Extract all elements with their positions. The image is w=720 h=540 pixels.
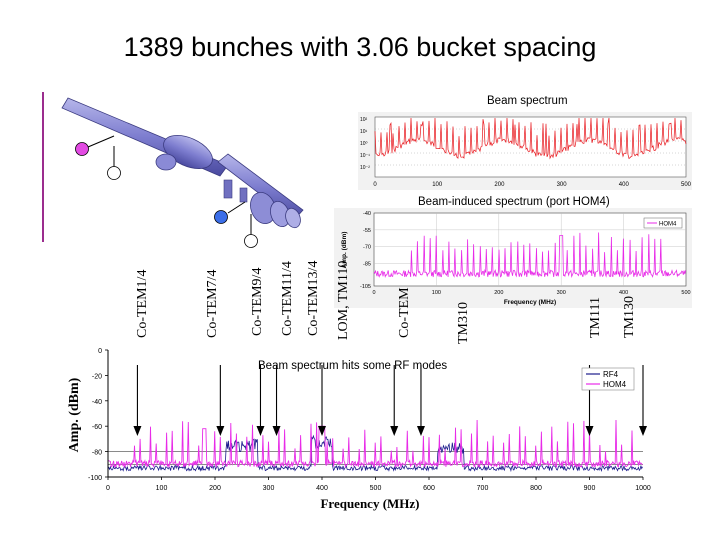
x-axis-label: Frequency (MHz) <box>320 496 419 511</box>
tick-label: 500 <box>681 290 690 296</box>
tick-label: 400 <box>619 182 630 188</box>
legend <box>643 217 683 229</box>
tick-label: 500 <box>370 485 382 492</box>
mode-marker-arrowhead <box>133 426 142 436</box>
tick-label: -70 <box>363 245 371 251</box>
tick-label: 1000 <box>635 485 651 492</box>
tick-label: 900 <box>584 485 596 492</box>
tick-label: 100 <box>156 485 168 492</box>
tick-label: 200 <box>494 182 505 188</box>
blue-probe-marker <box>214 210 228 224</box>
probe-line <box>227 201 246 214</box>
hom4-spectrum-chart: 0 100 200 300 400 500 -40 -55 -70 -85 -105 Freque… <box>334 208 692 308</box>
mode-label: Co-TEM7/4 <box>205 269 220 338</box>
tick-label: 400 <box>316 485 328 492</box>
tick-label: 400 <box>619 290 628 296</box>
mode-label: Co-TEM13/4 <box>306 260 321 336</box>
tick-label: 10⁻¹ <box>360 153 370 159</box>
tick-label: 10⁰ <box>360 141 368 147</box>
probe-line <box>87 135 115 148</box>
main-spectrum-chart: 0 100 200 300 400 500 600 700 800 900 1000 0 -20 -40… <box>67 348 651 511</box>
tick-label: 10⁻² <box>360 165 370 171</box>
tick-label: 300 <box>557 182 568 188</box>
pipe-body <box>61 97 304 229</box>
mode-label: Co-TEM1/4 <box>135 269 150 338</box>
beam-spectrum-label: Beam spectrum <box>487 95 568 107</box>
tick-label: 100 <box>432 290 441 296</box>
tick-label: -85 <box>363 262 371 268</box>
beam-spectrum-chart: 0 100 200 300 400 500 10² 10¹ 10⁰ 10⁻¹ 10⁻² <box>358 112 692 190</box>
mode-marker-arrowhead <box>256 426 265 436</box>
tick-label: 200 <box>494 290 503 296</box>
tick-label: -100 <box>88 475 102 482</box>
tick-label: 300 <box>557 290 566 296</box>
tick-label: -55 <box>363 228 371 234</box>
tick-label: 10² <box>360 117 368 123</box>
tick-label: 100 <box>432 182 443 188</box>
tick-label: -20 <box>92 373 102 380</box>
mode-marker-arrowhead <box>416 426 425 436</box>
beam-induced-label: Beam-induced spectrum (port HOM4) <box>418 196 610 208</box>
tick-label: -80 <box>92 450 102 457</box>
tick-label: 0 <box>372 290 375 296</box>
mode-label: TM130 <box>622 296 637 338</box>
tick-label: 600 <box>423 485 435 492</box>
cavity-model <box>61 97 304 248</box>
tick-label: -40 <box>92 399 102 406</box>
probe-marker <box>244 234 258 248</box>
mode-label: Co-TEM <box>397 287 412 338</box>
mode-marker-arrowhead <box>318 426 326 436</box>
tick-label: 800 <box>530 485 542 492</box>
tick-label: 300 <box>263 485 275 492</box>
rf-modes-label: Beam spectrum hits some RF modes <box>258 360 448 372</box>
mode-label: LOM, TM110 <box>336 260 351 340</box>
tick-label: -60 <box>92 424 102 431</box>
mode-label: TM310 <box>456 302 471 344</box>
series-line-hom4 <box>373 232 686 278</box>
series-line-hom4 <box>107 419 643 469</box>
mode-label: TM111 <box>588 297 603 338</box>
tick-label: 0 <box>106 485 110 492</box>
x-axis-label: Frequency (MHz) <box>504 299 556 306</box>
series-line-beam-spectrum <box>374 117 687 160</box>
slide-title: 1389 bunches with 3.06 bucket spacing <box>123 32 597 62</box>
probe-marker <box>107 166 121 180</box>
tick-label: 0 <box>98 348 102 355</box>
mode-marker-arrowhead <box>216 426 225 436</box>
tick-label: -40 <box>363 211 371 217</box>
tick-label: 500 <box>681 182 692 188</box>
mode-marker-arrowhead <box>272 426 281 436</box>
tick-label: 700 <box>477 485 489 492</box>
tick-label: 10¹ <box>360 129 368 135</box>
mode-marker-arrowhead <box>639 426 647 436</box>
mode-marker-arrowhead <box>390 426 399 436</box>
tick-label: -105 <box>360 284 371 290</box>
magenta-probe-marker <box>75 142 89 156</box>
y-axis-label: Amp. (dBm) <box>341 232 348 269</box>
y-axis-label: Amp. (dBm) <box>67 377 82 452</box>
tick-label: 200 <box>209 485 221 492</box>
accent-bar <box>42 92 44 242</box>
mode-label: Co-TEM9/4 <box>250 267 265 336</box>
legend-label-hom4: HOM4 <box>603 380 627 389</box>
mode-marker-arrowhead <box>585 426 594 436</box>
tick-label: 0 <box>373 182 377 188</box>
legend-label-hom4: HOM4 <box>659 222 677 228</box>
legend-label-rf4: RF4 <box>603 370 619 379</box>
mode-label: Co-TEM11/4 <box>280 261 295 336</box>
